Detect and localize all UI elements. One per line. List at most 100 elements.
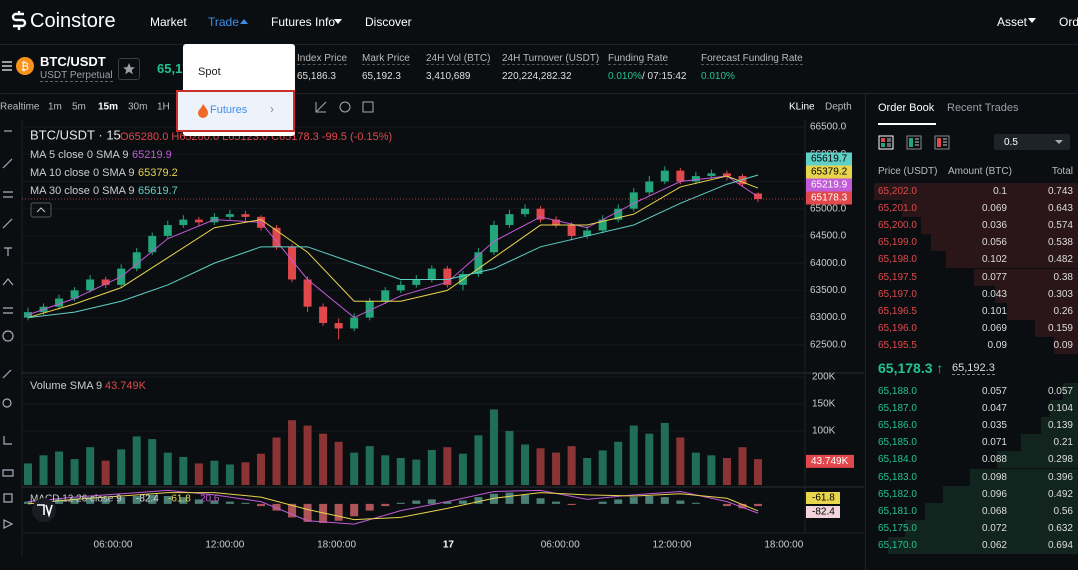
nav-item[interactable]: Asset — [997, 15, 1028, 29]
tab[interactable]: Recent Trades — [947, 102, 1019, 114]
book-price: 65,181.0 — [878, 505, 917, 517]
macd-hist — [70, 498, 79, 504]
nav-item[interactable]: Market — [150, 15, 187, 29]
highlight[interactable]: Futures › — [176, 90, 295, 132]
book-total: 0.574 — [1047, 220, 1073, 232]
interval[interactable]: Realtime — [0, 102, 40, 113]
logo[interactable]: Coinstore — [30, 10, 116, 32]
candle-body — [660, 170, 669, 182]
menu-item[interactable]: Spot — [198, 66, 221, 78]
book-row[interactable]: 65,184.0 0.088 0.298 — [866, 451, 1078, 469]
book-amount: 0.047 — [981, 403, 1007, 415]
book-row[interactable]: 65,196.0 0.069 0.159 — [866, 319, 1078, 337]
book-row[interactable]: 65,198.0 0.102 0.482 — [866, 251, 1078, 269]
volume-bar — [381, 455, 390, 485]
book-row[interactable]: 65,170.0 0.062 0.694 — [866, 536, 1078, 554]
order-book: Order Book Recent Trades 0.5 Price (USDT… — [865, 94, 1078, 570]
view-tab[interactable]: KLine — [789, 102, 815, 113]
tool-icon — [2, 278, 14, 286]
macd-hist — [194, 499, 203, 504]
view-tab[interactable]: Depth — [825, 102, 852, 113]
ma-legend-value: 65379.2 — [138, 167, 178, 179]
tool-icon — [362, 101, 374, 113]
interval[interactable]: 1m — [48, 102, 62, 113]
menu-icon[interactable] — [2, 61, 12, 71]
macd-hist — [396, 502, 405, 504]
nav-item[interactable]: Futures Info — [271, 15, 336, 29]
book-row[interactable]: 65,175.0 0.072 0.632 — [866, 519, 1078, 537]
book-row[interactable]: 65,186.0 0.035 0.139 — [866, 417, 1078, 435]
volume-bar — [412, 459, 421, 485]
depth-bar — [874, 183, 1078, 200]
interval[interactable]: 1H — [157, 102, 170, 113]
book-amount: 0.098 — [981, 471, 1007, 483]
price-tag — [806, 178, 852, 192]
nav-item[interactable]: Orde — [1059, 15, 1078, 29]
book-row[interactable]: 65,183.0 0.098 0.396 — [866, 468, 1078, 486]
book-price: 65,197.0 — [878, 288, 917, 300]
volume-bar — [474, 435, 483, 485]
macd-hist — [645, 496, 654, 504]
x-tick-label: 12:00:00 — [653, 540, 692, 551]
pair-sub: USDT Perpetual — [40, 70, 113, 82]
volume-bar — [614, 441, 623, 485]
book-amount: 0.102 — [981, 254, 1007, 266]
book-price: 65,188.0 — [878, 386, 917, 397]
book-row[interactable]: 65,202.0 0.1 0.743 — [866, 183, 1078, 200]
nav-item[interactable]: Trade — [208, 15, 239, 29]
book-price: 65,196.5 — [878, 305, 917, 317]
candle-body — [272, 227, 281, 247]
macd-tag-label: -61.8 — [812, 493, 835, 504]
macd-hist — [272, 503, 281, 511]
macd-hist — [567, 503, 576, 505]
interval[interactable]: 5m — [72, 102, 86, 113]
book-row[interactable]: 65,181.0 0.068 0.56 — [866, 502, 1078, 520]
caret — [240, 19, 248, 24]
book-row[interactable]: 65,188.0 0.057 0.057 — [866, 383, 1078, 400]
volume-bar — [691, 452, 700, 485]
menu-item[interactable]: Futures — [210, 104, 248, 116]
book-row[interactable]: 65,199.0 0.056 0.538 — [866, 234, 1078, 252]
book-amount: 0.1 — [993, 186, 1007, 197]
favorite[interactable] — [118, 58, 140, 80]
book-row[interactable]: 65,197.5 0.077 0.38 — [866, 268, 1078, 286]
candle-body — [505, 214, 514, 226]
macd-hist — [443, 501, 452, 504]
volume-bar — [101, 460, 110, 485]
macd-line — [27, 492, 759, 521]
view-icons[interactable] — [878, 135, 962, 151]
candle-body — [691, 176, 700, 182]
book-total: 0.298 — [1047, 454, 1073, 466]
book-row[interactable]: 65,195.5 0.09 0.09 — [866, 336, 1078, 354]
candle-body — [676, 170, 685, 182]
nav-item[interactable]: Discover — [365, 15, 412, 29]
precision-select[interactable]: 0.5 — [994, 134, 1070, 150]
interval[interactable]: 30m — [128, 102, 147, 113]
candle-body — [163, 225, 172, 236]
book-row[interactable]: 65,182.0 0.096 0.492 — [866, 485, 1078, 503]
book-total: 0.104 — [1047, 403, 1073, 415]
interval[interactable]: 15m — [98, 102, 118, 113]
stat-label: 24H Turnover (USDT) — [502, 53, 600, 65]
macd-hist — [505, 492, 514, 504]
book-row[interactable]: 65,197.0 0.043 0.303 — [866, 285, 1078, 303]
book-row[interactable]: 65,187.0 0.047 0.104 — [866, 400, 1078, 418]
collapse-button[interactable] — [30, 202, 52, 218]
book-row[interactable]: 65,185.0 0.071 0.21 — [866, 434, 1078, 452]
volume-bar — [39, 455, 48, 485]
pair[interactable]: BTC/USDT — [40, 54, 106, 69]
book-row[interactable]: 65,201.0 0.069 0.643 — [866, 200, 1078, 218]
candle-body — [381, 290, 390, 302]
book-row[interactable]: 65,196.5 0.101 0.26 — [866, 302, 1078, 320]
x-tick-label: 12:00:00 — [205, 540, 244, 551]
depth-bar — [930, 234, 1078, 252]
chart: Realtime1m5m15m30m1H4KLineDepth62500.063… — [0, 101, 864, 556]
volume-bar — [241, 462, 250, 485]
x-tick-label: 18:00:00 — [764, 540, 803, 551]
book-row[interactable]: 65,200.0 0.036 0.574 — [866, 217, 1078, 235]
price-tag — [806, 152, 852, 166]
book-total: 0.21 — [1053, 437, 1073, 449]
logo-icon — [11, 11, 27, 30]
depth-bar — [920, 217, 1078, 235]
tab[interactable]: Order Book — [878, 102, 935, 114]
